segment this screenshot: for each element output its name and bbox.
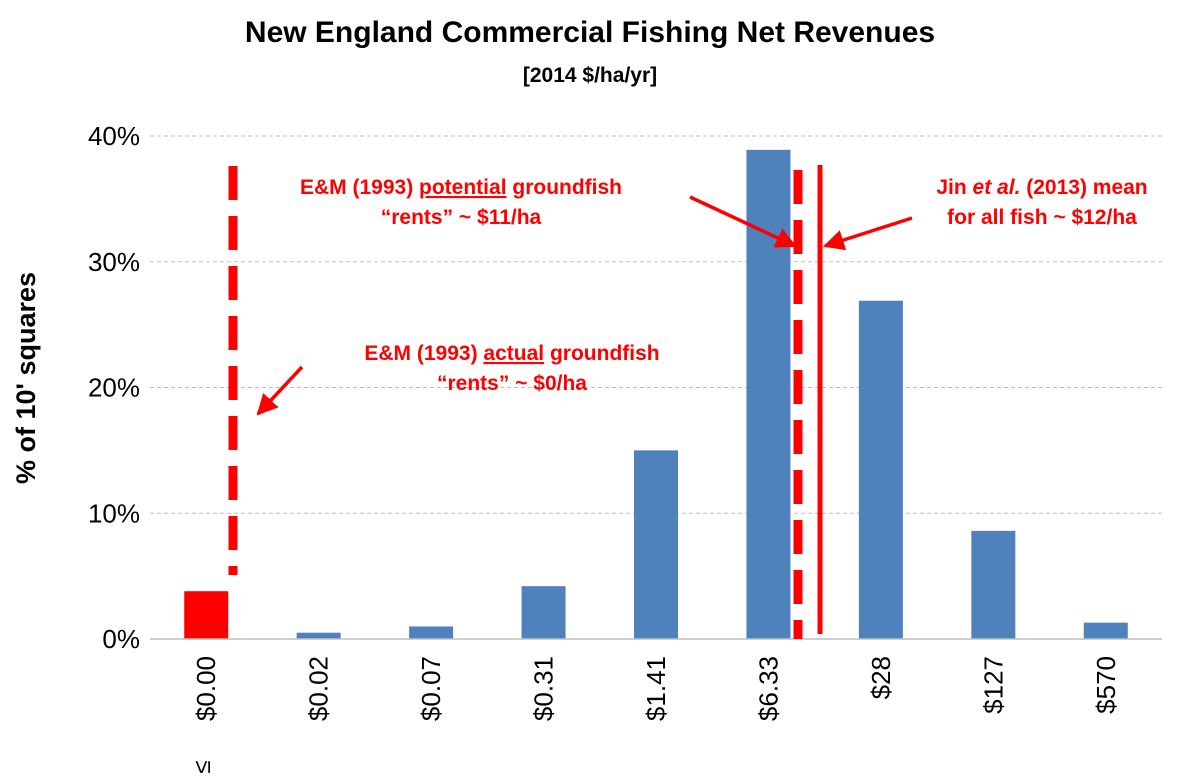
x-tick-label: $1.41 xyxy=(641,656,671,721)
x-tick-label: $6.33 xyxy=(753,656,783,721)
x-tick-label: $0.07 xyxy=(416,656,446,721)
chart-title: New England Commercial Fishing Net Reven… xyxy=(245,16,935,49)
bar xyxy=(858,300,903,639)
bar xyxy=(409,626,454,639)
annotation-potential-arrow xyxy=(689,195,797,248)
bar xyxy=(746,149,791,639)
annotation-jin-line2: for all fish ~ $12/ha xyxy=(947,206,1137,229)
y-tick-label: 20% xyxy=(88,373,140,403)
y-axis-label: % of 10' squares xyxy=(11,272,41,484)
annotation-actual-pre: E&M (1993) xyxy=(364,342,483,365)
y-tick-label: 10% xyxy=(88,498,140,528)
annotation-potential-pre: E&M (1993) xyxy=(300,176,419,199)
y-tick-label: 30% xyxy=(88,247,140,277)
annotation-jin-post: (2013) mean xyxy=(1020,176,1147,199)
annotation-actual-line2: “rents” ~ $0/ha xyxy=(437,372,587,395)
annotation-potential-underlined: potential xyxy=(419,176,507,199)
annotation-jin-pre: Jin xyxy=(936,176,972,199)
annotation-potential-post: groundfish xyxy=(507,176,622,199)
bar xyxy=(634,450,678,639)
x-tick-label: $127 xyxy=(978,656,1008,714)
y-tick-labels: 0% 10% 20% 30% 40% xyxy=(88,121,140,654)
bars xyxy=(184,149,1128,639)
chart-subtitle: [2014 $/ha/yr] xyxy=(523,64,657,87)
x-tick-label: $0.31 xyxy=(529,656,559,721)
annotation-jin-line1: Jin et al. (2013) mean xyxy=(936,176,1147,199)
annotation-actual-line1: E&M (1993) actual groundfish xyxy=(364,342,659,365)
bar xyxy=(184,591,229,639)
x-tick-label: $570 xyxy=(1091,656,1121,714)
x-tick-label-suffix: ≤ xyxy=(189,760,216,773)
x-tick-label: $0.00 xyxy=(191,656,221,721)
x-tick-labels: $0.00 ≤ $0.02 $0.07 $0.31 $1.41 $6.33 $28 $127 $5… xyxy=(189,656,1121,774)
y-tick-label: 40% xyxy=(88,121,140,151)
annotation-actual-post: groundfish xyxy=(544,342,659,365)
annotation-jin-italic: et al. xyxy=(973,176,1021,199)
bar xyxy=(1083,622,1128,639)
annotation-actual-arrow xyxy=(256,365,304,416)
bar xyxy=(296,632,341,639)
bar xyxy=(521,586,566,639)
annotation-potential-line1: E&M (1993) potential groundfish xyxy=(300,176,622,199)
annotation-potential-line2: “rents” ~ $11/ha xyxy=(381,206,542,229)
y-tick-label: 0% xyxy=(102,624,140,654)
annotation-actual-underlined: actual xyxy=(483,342,544,365)
bar xyxy=(971,530,1016,639)
annotation-jin-arrow xyxy=(823,216,913,251)
x-tick-label: $0.02 xyxy=(304,656,334,721)
x-tick-label: $28 xyxy=(866,656,896,699)
